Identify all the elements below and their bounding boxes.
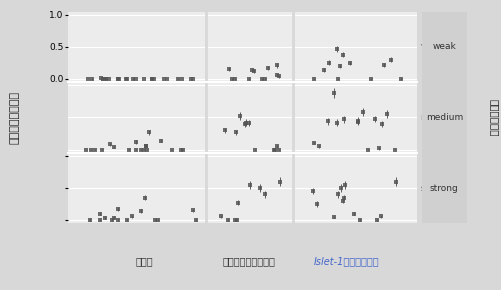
Text: Islet-1欠失網膜移植: Islet-1欠失網膜移植 bbox=[314, 256, 379, 266]
Text: 光刺激の強度: 光刺激の強度 bbox=[488, 99, 498, 136]
Text: medium: medium bbox=[419, 113, 456, 122]
Text: 神経節細胞反応率: 神経節細胞反応率 bbox=[9, 91, 19, 144]
Text: weak: weak bbox=[431, 42, 455, 51]
Text: 未移植: 未移植 bbox=[135, 256, 153, 266]
Text: weak: weak bbox=[419, 42, 443, 51]
Text: strong: strong bbox=[429, 184, 458, 193]
Text: strong: strong bbox=[419, 184, 448, 193]
Text: 野生株由来網膜移植: 野生株由来網膜移植 bbox=[222, 256, 275, 266]
Text: medium: medium bbox=[425, 113, 462, 122]
